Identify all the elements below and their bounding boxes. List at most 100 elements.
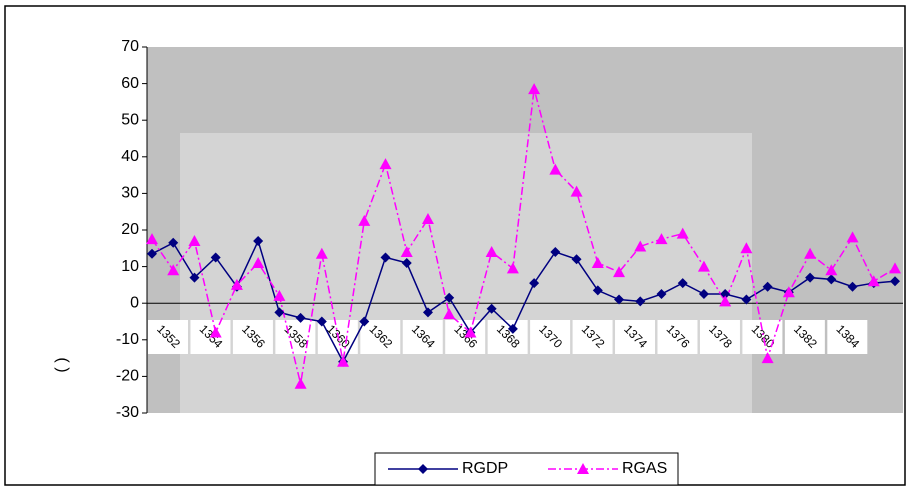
x-label-box (148, 320, 188, 354)
data-point (570, 185, 583, 197)
data-point (697, 260, 710, 272)
data-point (677, 278, 688, 289)
x-label-box (784, 320, 825, 354)
data-point (167, 264, 180, 276)
data-point (316, 316, 327, 327)
legend-marker (577, 463, 589, 474)
data-point (315, 247, 328, 259)
data-point (867, 275, 880, 287)
data-point (400, 245, 413, 257)
data-point (740, 242, 753, 254)
data-point (209, 326, 222, 338)
data-point (550, 246, 561, 257)
data-point (571, 254, 582, 265)
x-label-box (699, 320, 740, 354)
data-point (698, 289, 709, 300)
data-point (761, 352, 774, 364)
data-point (210, 252, 221, 263)
x-label-box (360, 320, 401, 354)
legend-marker (418, 464, 428, 474)
data-point (146, 233, 158, 245)
y-tick-label: -30 (116, 404, 139, 421)
data-point (762, 281, 773, 292)
data-point (230, 278, 243, 290)
data-point (253, 235, 264, 246)
y-tick-label: 0 (130, 294, 139, 311)
x-label-box (657, 320, 698, 354)
data-point (846, 231, 859, 243)
data-point (782, 286, 795, 298)
data-point (379, 158, 392, 170)
data-point (486, 303, 497, 314)
data-point (614, 294, 625, 305)
x-label-box (572, 320, 613, 354)
data-point (847, 281, 858, 292)
data-point (529, 278, 540, 289)
watermark (180, 133, 752, 413)
data-point (805, 272, 816, 283)
data-point (655, 233, 668, 245)
data-point (422, 307, 433, 318)
y-tick-label: -10 (116, 331, 139, 348)
data-point (613, 266, 626, 278)
data-point (274, 307, 285, 318)
legend-label: RGDP (462, 460, 508, 477)
data-point (592, 285, 603, 296)
data-point (634, 240, 647, 252)
data-point (443, 308, 456, 320)
data-point (294, 377, 307, 389)
data-point (147, 248, 157, 259)
x-label-box (530, 320, 571, 354)
data-point (401, 257, 412, 268)
data-point (889, 262, 901, 274)
data-point (252, 256, 265, 268)
data-point (359, 316, 370, 327)
data-point (656, 289, 667, 300)
data-point (890, 276, 900, 287)
data-point (741, 294, 752, 305)
y-tick-label: -20 (116, 368, 139, 385)
data-point (591, 256, 604, 268)
y-tick-label: 60 (121, 75, 139, 92)
y-axis-title: ( ) (53, 357, 70, 372)
data-point (804, 247, 817, 259)
data-point (337, 355, 350, 367)
data-point (188, 234, 201, 246)
data-point (720, 289, 731, 300)
y-tick-label: 40 (121, 148, 139, 165)
data-point (189, 272, 200, 283)
data-point (485, 245, 498, 257)
data-point (528, 83, 541, 95)
data-point (549, 163, 562, 175)
x-label-box (742, 320, 783, 354)
x-label-box (615, 320, 656, 354)
x-label-box (827, 320, 868, 354)
y-tick-label: 70 (121, 38, 139, 55)
y-tick-label: 20 (121, 221, 139, 238)
data-point (380, 252, 391, 263)
data-point (826, 274, 837, 285)
data-point (444, 292, 455, 303)
series-line (151, 88, 896, 384)
data-point (506, 262, 519, 274)
data-point (464, 326, 477, 338)
data-point (635, 296, 646, 307)
y-tick-label: 10 (121, 258, 139, 275)
legend-label: RGAS (622, 460, 667, 477)
data-point (676, 227, 689, 239)
data-point (358, 214, 371, 226)
x-label-box (232, 320, 273, 354)
y-tick-label: 30 (121, 185, 139, 202)
data-point (507, 323, 518, 334)
data-point (421, 213, 434, 225)
legend: RGDP RGAS (374, 452, 679, 486)
y-tick-label: 50 (121, 111, 139, 128)
x-label-box (402, 320, 443, 354)
data-point (168, 237, 179, 248)
data-point (273, 289, 286, 301)
data-point (825, 264, 838, 276)
x-label-box (487, 320, 528, 354)
data-point (295, 312, 306, 323)
data-point (719, 295, 732, 307)
